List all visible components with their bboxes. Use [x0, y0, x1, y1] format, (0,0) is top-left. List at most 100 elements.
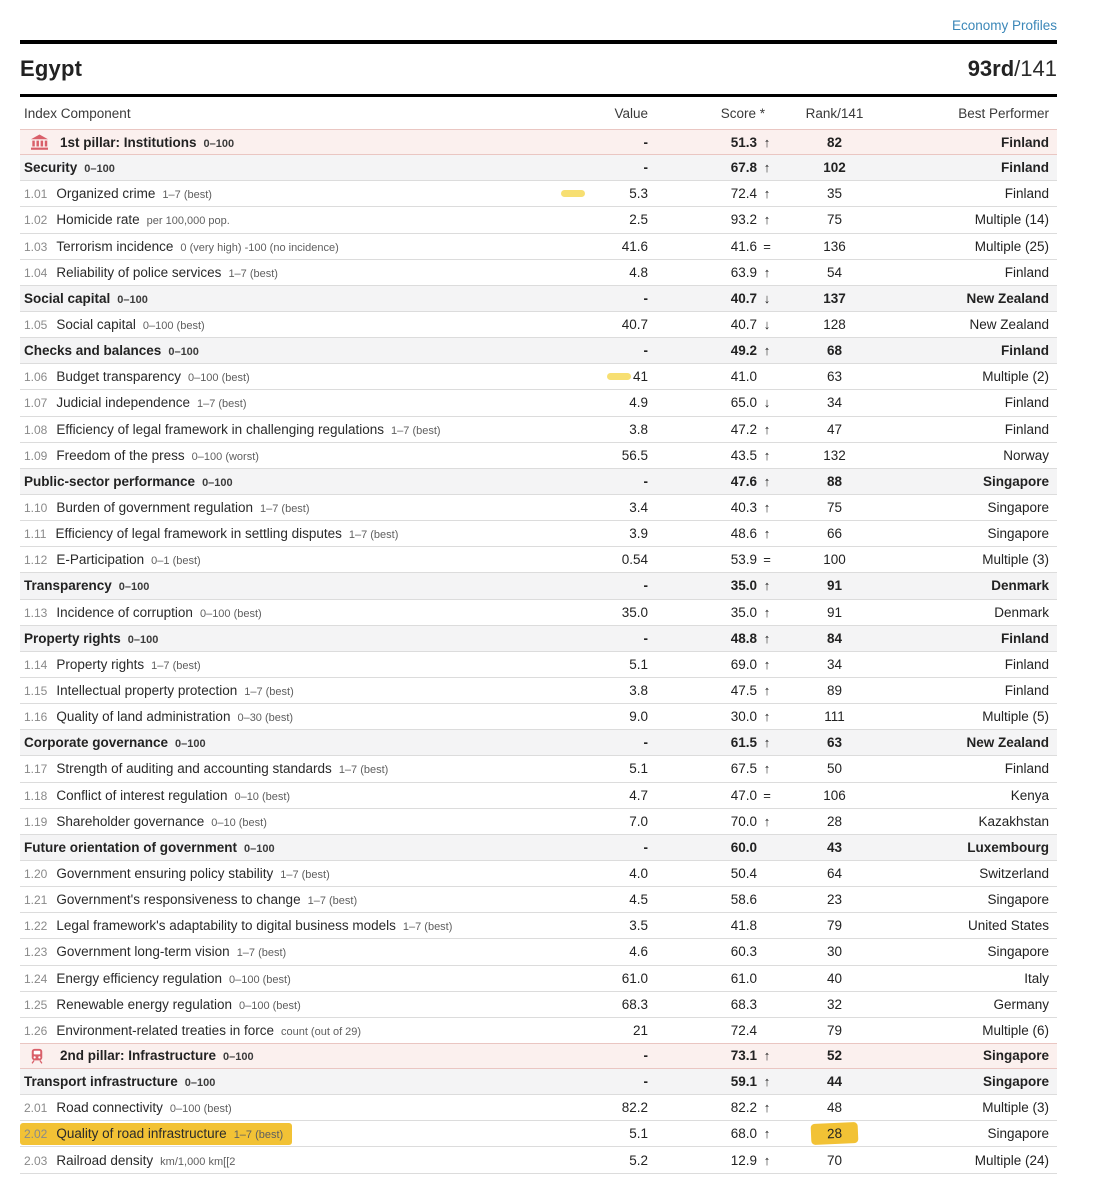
row-unit: 0–100 — [118, 581, 150, 594]
rank-cell: 68 — [826, 343, 843, 359]
rank-cell: 44 — [826, 1074, 843, 1090]
row-unit: 1–7 (best) — [233, 1129, 284, 1142]
rank-cell: 63 — [826, 735, 843, 751]
column-header-rank: Rank/141 — [805, 106, 864, 121]
row-number: 1.20 — [24, 867, 48, 881]
section-header-row: Public-sector performance 0–100 - 47.6 ↑ 8… — [20, 468, 1057, 495]
trend-arrow-icon: ↑ — [763, 656, 771, 672]
rank-cell: 106 — [823, 787, 846, 803]
value-cell: 0.54 — [621, 552, 648, 568]
score-cell: 51.3 ↑ — [662, 135, 777, 150]
row-label: Road connectivity — [56, 1100, 163, 1116]
score-cell: 40.3 ↑ — [662, 500, 777, 515]
trend-arrow-icon: ↑ — [763, 604, 771, 620]
row-unit: 0–100 (best) — [228, 973, 291, 986]
score-cell: 61.0 — [730, 970, 757, 986]
score-cell: 41.8 — [730, 918, 757, 934]
trend-arrow-icon: ↑ — [763, 186, 771, 202]
row-label: Legal framework's adaptability to digita… — [56, 918, 396, 934]
row-label: Transport infrastructure — [24, 1074, 178, 1090]
row-unit: 1–7 (best) — [162, 189, 212, 202]
row-label: Budget transparency — [56, 369, 181, 385]
trend-arrow-icon: ↑ — [763, 578, 771, 594]
row-unit: 0 (very high) -100 (no incidence) — [180, 241, 339, 254]
indicator-row: 2.03 Railroad density km/1,000 km[[2 5.2 1… — [20, 1147, 1057, 1174]
row-label: E-Participation — [56, 552, 145, 568]
row-label: 2nd pillar: Infrastructure — [60, 1048, 217, 1064]
trend-arrow-icon: ↑ — [763, 709, 771, 725]
best-performer-cell: Multiple (3) — [982, 552, 1049, 568]
best-performer-cell: Germany — [993, 996, 1049, 1012]
score-cell: 48.8 ↑ — [662, 631, 777, 646]
value-cell: - — [643, 578, 649, 594]
row-number: 1.05 — [24, 318, 48, 333]
score-cell: 82.2 ↑ — [662, 1100, 777, 1115]
row-label: Efficiency of legal framework in challen… — [56, 421, 385, 437]
section-header-row: Property rights 0–100 - 48.8 ↑ 84 Finland — [20, 625, 1057, 652]
trend-arrow-icon: ↑ — [763, 1126, 771, 1142]
value-cell: 4.9 — [629, 395, 648, 411]
row-number: 1.26 — [24, 1023, 48, 1038]
score-cell: 49.2 ↑ — [662, 343, 777, 358]
section-header-row: Transport infrastructure 0–100 - 59.1 ↑ 44… — [20, 1069, 1057, 1096]
value-cell: 5.3 — [537, 186, 662, 201]
best-performer-cell: Finland — [1004, 421, 1049, 437]
row-unit: 0–100 — [244, 842, 275, 855]
value-cell: 68.3 — [621, 996, 648, 1012]
rank-cell: 132 — [823, 447, 846, 463]
score-cell: 68.3 — [730, 996, 757, 1012]
score-cell: 60.3 — [730, 944, 757, 960]
value-cell: 21 — [632, 1022, 648, 1038]
row-unit: 0–100 — [168, 346, 199, 359]
trend-arrow-icon: ↑ — [763, 134, 771, 150]
value-cell: 3.5 — [629, 918, 648, 934]
score-cell: 47.6 ↑ — [662, 474, 777, 489]
row-label: Intellectual property protection — [56, 683, 238, 699]
trend-arrow-icon: = — [763, 552, 771, 568]
row-label: Future orientation of government — [24, 839, 238, 855]
section-header-row: Social capital 0–100 - 40.7 ↓ 137 New Zeal… — [20, 285, 1057, 312]
section-header-row: Corporate governance 0–100 - 61.5 ↑ 63 New… — [20, 730, 1057, 757]
best-performer-cell: Singapore — [987, 500, 1049, 516]
row-unit: 0–100 — [117, 293, 148, 306]
pillar-row: 2nd pillar: Infrastructure 0–100 - 73.1 ↑ … — [20, 1042, 1057, 1070]
row-unit: 1–7 (best) — [307, 895, 358, 908]
value-cell: 41.6 — [621, 238, 648, 254]
best-performer-cell: Denmark — [994, 604, 1049, 620]
title-band: Egypt 93rd/141 — [20, 44, 1057, 94]
trend-arrow-icon: ↑ — [763, 735, 771, 751]
score-cell: 40.7 ↓ — [662, 291, 777, 306]
value-cell: 9.0 — [629, 709, 648, 725]
rank-cell: 91 — [826, 578, 843, 594]
score-cell: 61.5 ↑ — [662, 735, 777, 750]
value-cell: 4.5 — [629, 892, 648, 908]
score-cell: 12.9 ↑ — [662, 1153, 777, 1168]
indicator-row: 2.02 Quality of road infrastructure 1–7 (b… — [20, 1121, 1057, 1148]
column-header-value: Value — [614, 106, 648, 121]
value-cell: - — [643, 290, 649, 306]
row-unit: per 100,000 pop. — [146, 215, 230, 228]
index-table-body: 1st pillar: Institutions 0–100 - 51.3 ↑ 82… — [20, 129, 1057, 1174]
best-performer-cell: Finland — [1004, 395, 1049, 411]
rank-cell: 100 — [823, 552, 846, 568]
trend-arrow-icon: = — [763, 787, 771, 803]
score-cell: 41.6 = — [662, 239, 777, 254]
trend-arrow-icon: ↑ — [763, 264, 771, 280]
score-cell: 67.5 ↑ — [662, 761, 777, 776]
economy-profiles-link[interactable]: Economy Profiles — [951, 18, 1057, 33]
value-cell: 40.7 — [621, 317, 648, 333]
row-label: Social capital — [56, 317, 136, 333]
row-unit: 0–100 (best) — [187, 372, 250, 385]
score-cell: 53.9 = — [662, 552, 777, 567]
rank-cell: 54 — [826, 264, 843, 280]
row-number: 2.02 — [24, 1127, 48, 1142]
best-performer-cell: Singapore — [987, 944, 1049, 960]
top-divider — [20, 40, 1057, 44]
indicator-row: 1.06 Budget transparency 0–100 (best) 41 4… — [20, 364, 1057, 391]
indicator-row: 1.15 Intellectual property protection 1–7 … — [20, 678, 1057, 705]
indicator-row: 1.25 Renewable energy regulation 0–100 (be… — [20, 992, 1057, 1018]
best-performer-cell: United States — [967, 918, 1049, 934]
row-number: 1.21 — [24, 893, 48, 908]
row-label: Renewable energy regulation — [56, 996, 232, 1012]
row-unit: 0–10 (best) — [211, 816, 267, 829]
